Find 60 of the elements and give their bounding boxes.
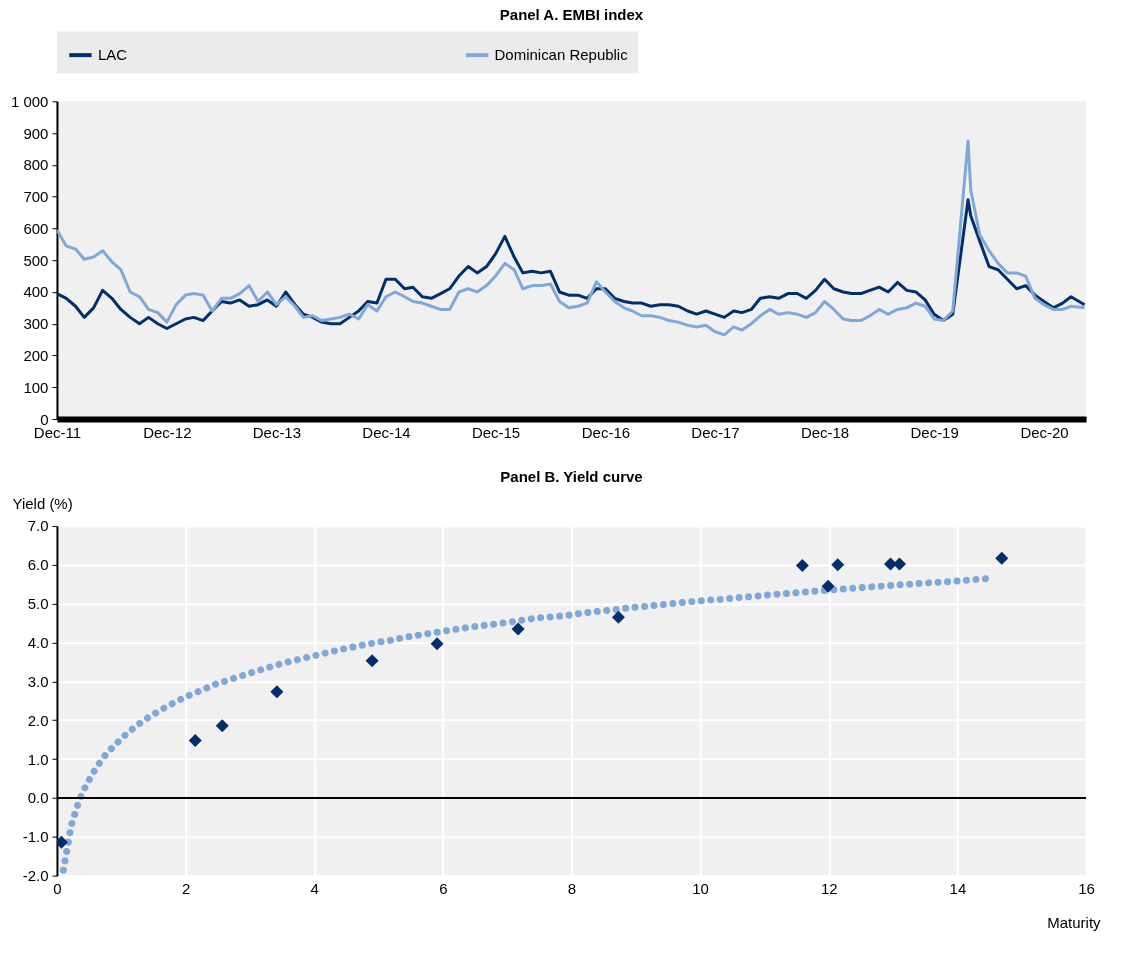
y-tick-label: 1.0 <box>27 750 49 768</box>
x-tick-label: Dec-13 <box>252 423 302 441</box>
line-series <box>56 198 1087 330</box>
x-tick-label: Dec-17 <box>691 423 740 441</box>
point <box>511 622 525 636</box>
y-tick-label: 100 <box>23 378 49 396</box>
y-tick-label: 700 <box>23 188 49 206</box>
point <box>795 559 809 573</box>
point <box>215 719 229 733</box>
x-tick-label: Dec-19 <box>910 423 959 441</box>
y-tick-label: 5.0 <box>27 595 49 613</box>
point <box>611 610 625 624</box>
point <box>56 835 68 849</box>
y-tick-label: 400 <box>23 283 49 301</box>
x-tick-label: 6 <box>439 880 448 898</box>
y-tick-label: -2.0 <box>22 867 49 885</box>
x-axis-title: Maturity <box>1047 914 1102 932</box>
x-tick-label: 12 <box>820 880 838 898</box>
x-tick-label: 8 <box>567 880 577 898</box>
x-tick-label: Dec-16 <box>581 423 631 441</box>
y-tick-label: 500 <box>23 251 49 269</box>
point <box>188 733 202 747</box>
y-tick-label: 4.0 <box>27 634 49 652</box>
line-series <box>56 139 1087 337</box>
x-tick-label: Dec-15 <box>471 423 521 441</box>
x-tick-label: 16 <box>1078 880 1095 898</box>
y-tick-label: 0 <box>40 410 49 428</box>
legend-label: LAC <box>97 46 128 64</box>
y-tick-label: 300 <box>23 315 49 333</box>
y-tick-label: 3.0 <box>27 672 49 690</box>
y-tick-label: 7.0 <box>27 517 49 535</box>
point <box>270 685 284 699</box>
point <box>365 654 379 668</box>
y-tick-label: 6.0 <box>27 556 49 574</box>
legend-label: Dominican Republic <box>494 46 629 64</box>
y-tick-label: 800 <box>23 156 49 174</box>
point <box>430 637 444 651</box>
y-tick-label: 0.0 <box>27 789 49 807</box>
point <box>821 579 835 593</box>
y-tick-label: 600 <box>23 219 49 237</box>
point <box>893 557 907 571</box>
x-tick-label: Dec-12 <box>143 423 192 441</box>
x-tick-label: 0 <box>53 880 62 898</box>
x-tick-label: 14 <box>949 880 967 898</box>
y-tick-label: 2.0 <box>27 711 49 729</box>
y-axis-title: Yield (%) <box>12 495 73 513</box>
x-tick-label: 2 <box>181 880 191 898</box>
point <box>995 551 1009 565</box>
x-tick-label: 4 <box>310 880 319 898</box>
chart-title: Panel A. EMBI index <box>499 6 644 24</box>
point <box>831 558 845 572</box>
x-tick-label: Dec-20 <box>1020 423 1069 441</box>
y-tick-label: 200 <box>23 347 49 364</box>
x-tick-label: 10 <box>692 880 709 898</box>
y-tick-label: 1 000 <box>10 92 49 110</box>
x-tick-label: Dec-18 <box>800 423 850 441</box>
y-tick-label: 900 <box>23 124 49 142</box>
x-tick-label: Dec-14 <box>362 423 411 441</box>
y-tick-label: -1.0 <box>22 828 49 846</box>
chart-title: Panel B. Yield curve <box>500 467 643 485</box>
